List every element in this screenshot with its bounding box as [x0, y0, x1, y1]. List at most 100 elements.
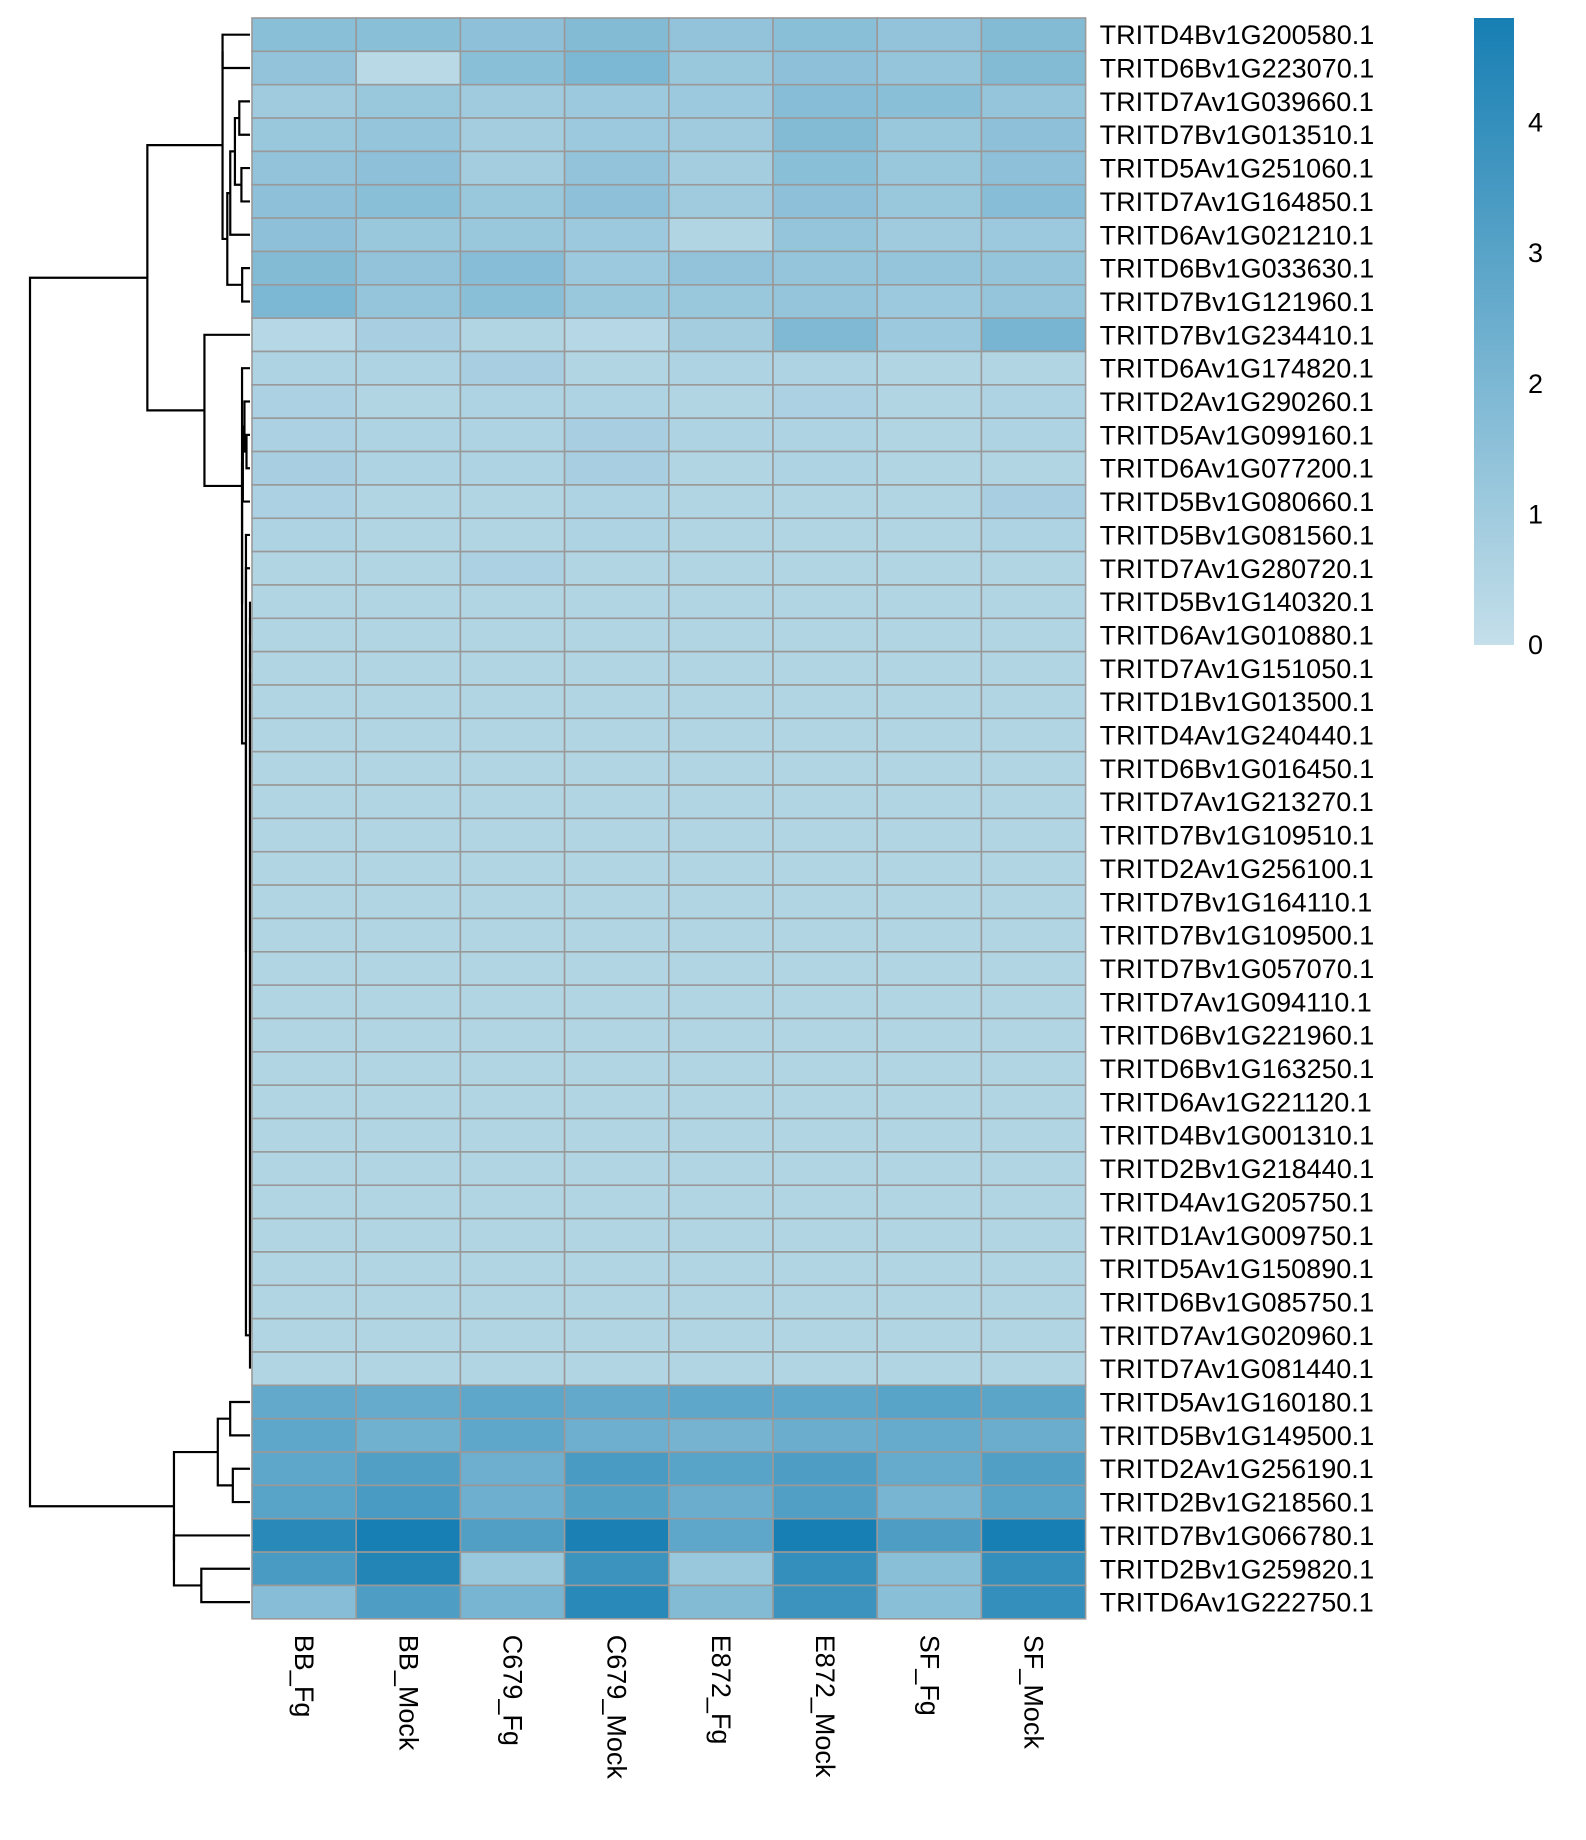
heatmap-cell: [563, 850, 670, 886]
heatmap-cell: [772, 1551, 878, 1587]
row-label: TRITD2Bv1G218440.1: [1100, 1154, 1375, 1184]
heatmap-cell: [876, 117, 983, 153]
dendrogram-branch: [245, 433, 250, 470]
heatmap-cell: [667, 1551, 774, 1587]
heatmap-cell: [563, 1284, 670, 1320]
heatmap-cell: [876, 450, 983, 486]
column-label: E872_Fg: [706, 1635, 736, 1745]
row-label: TRITD7Av1G081440.1: [1100, 1354, 1374, 1384]
column-label: SF_Mock: [1019, 1635, 1049, 1750]
heatmap-cell: [667, 217, 774, 253]
heatmap-cell: [980, 1151, 1087, 1187]
heatmap-cell: [980, 450, 1087, 486]
heatmap-cell: [980, 950, 1087, 986]
heatmap-cell: [667, 1351, 774, 1387]
heatmap-cell: [459, 1317, 566, 1353]
heatmap-cell: [355, 1017, 462, 1053]
dendrogram-branch: [244, 567, 250, 1337]
heatmap-cell: [563, 484, 670, 520]
color-legend-tick-label: 1: [1528, 499, 1543, 529]
heatmap-cell: [772, 1451, 878, 1487]
heatmap-cell: [980, 1051, 1087, 1086]
heatmap-cell: [876, 1484, 983, 1520]
heatmap-cell: [667, 1584, 774, 1620]
heatmap-cell: [251, 850, 357, 886]
heatmap-cell: [563, 283, 670, 319]
heatmap-cell: [772, 717, 878, 753]
heatmap-cell: [355, 1517, 462, 1553]
heatmap-cell: [876, 83, 983, 119]
heatmap-cell: [459, 450, 566, 486]
row-label: TRITD2Bv1G218560.1: [1100, 1488, 1375, 1518]
heatmap-cell: [251, 1284, 357, 1320]
heatmap-cell: [876, 1217, 983, 1253]
row-label: TRITD6Av1G077200.1: [1100, 454, 1374, 484]
heatmap-cell: [251, 617, 357, 653]
heatmap-cell: [980, 484, 1087, 520]
heatmap-cell: [563, 317, 670, 353]
row-label: TRITD6Bv1G163250.1: [1100, 1054, 1375, 1084]
color-legend-bar: [1474, 18, 1514, 645]
row-label: TRITD6Bv1G016450.1: [1100, 754, 1375, 784]
heatmap-cell: [563, 50, 670, 86]
heatmap-cell: [355, 83, 462, 119]
column-label: C679_Mock: [602, 1635, 632, 1780]
row-label: TRITD7Bv1G121960.1: [1100, 287, 1375, 317]
heatmap-cell: [667, 884, 774, 920]
heatmap-cell: [459, 1551, 566, 1587]
heatmap-cell: [355, 417, 462, 453]
heatmap-cell: [980, 1517, 1087, 1553]
row-label: TRITD5Bv1G149500.1: [1100, 1421, 1375, 1451]
heatmap-cell: [355, 217, 462, 253]
heatmap-cell: [876, 1251, 983, 1287]
heatmap-cell: [876, 517, 983, 553]
heatmap-cell: [459, 1351, 566, 1387]
heatmap-cell: [772, 1217, 878, 1253]
column-label: SF_Fg: [914, 1635, 944, 1716]
column-labels: BB_Fg BB_Mock C679_Fg C679_Mock E872_Fg E872_…: [289, 1635, 1048, 1780]
heatmap-cell: [459, 417, 566, 453]
heatmap-cell: [667, 250, 774, 286]
heatmap-cell: [772, 1251, 878, 1287]
heatmap-cell: [251, 750, 357, 786]
heatmap-cell: [459, 517, 566, 553]
heatmap-cell: [772, 617, 878, 653]
heatmap-cell: [876, 1017, 983, 1053]
heatmap-cell: [772, 984, 878, 1020]
row-label: TRITD2Av1G256190.1: [1100, 1454, 1374, 1484]
heatmap-cell: [980, 83, 1087, 119]
heatmap-cell: [980, 317, 1087, 353]
heatmap-cell: [980, 917, 1087, 953]
heatmap-cell: [251, 1217, 357, 1253]
heatmap-cell: [459, 150, 566, 186]
heatmap-cell: [667, 784, 774, 820]
heatmap-cell: [876, 1284, 983, 1320]
heatmap-cell: [459, 217, 566, 253]
heatmap-cell: [251, 1451, 357, 1487]
heatmap-cell: [459, 884, 566, 920]
heatmap-cell: [667, 484, 774, 520]
row-label: TRITD1Av1G009750.1: [1100, 1221, 1374, 1251]
column-label: E872_Mock: [810, 1635, 840, 1778]
heatmap-cell: [251, 250, 357, 286]
heatmap-cell: [251, 50, 357, 86]
heatmap-cell: [876, 1451, 983, 1487]
dendrogram-branch: [221, 33, 250, 70]
heatmap-cell: [459, 1217, 566, 1253]
heatmap-cell: [251, 1084, 357, 1120]
heatmap-cell: [667, 817, 774, 853]
heatmap-cell: [876, 750, 983, 786]
heatmap-cell: [459, 1384, 566, 1420]
heatmap-cell: [563, 150, 670, 186]
heatmap-cell: [459, 117, 566, 153]
heatmap-cell: [355, 1351, 462, 1387]
heatmap-cell: [563, 83, 670, 119]
heatmap-cell: [563, 917, 670, 953]
heatmap-cell: [355, 1117, 462, 1153]
heatmap-cell: [772, 283, 878, 319]
heatmap-cell: [876, 150, 983, 186]
row-label: TRITD6Av1G221120.1: [1100, 1087, 1372, 1117]
heatmap-cell: [667, 1251, 774, 1287]
heatmap-cell: [876, 584, 983, 620]
